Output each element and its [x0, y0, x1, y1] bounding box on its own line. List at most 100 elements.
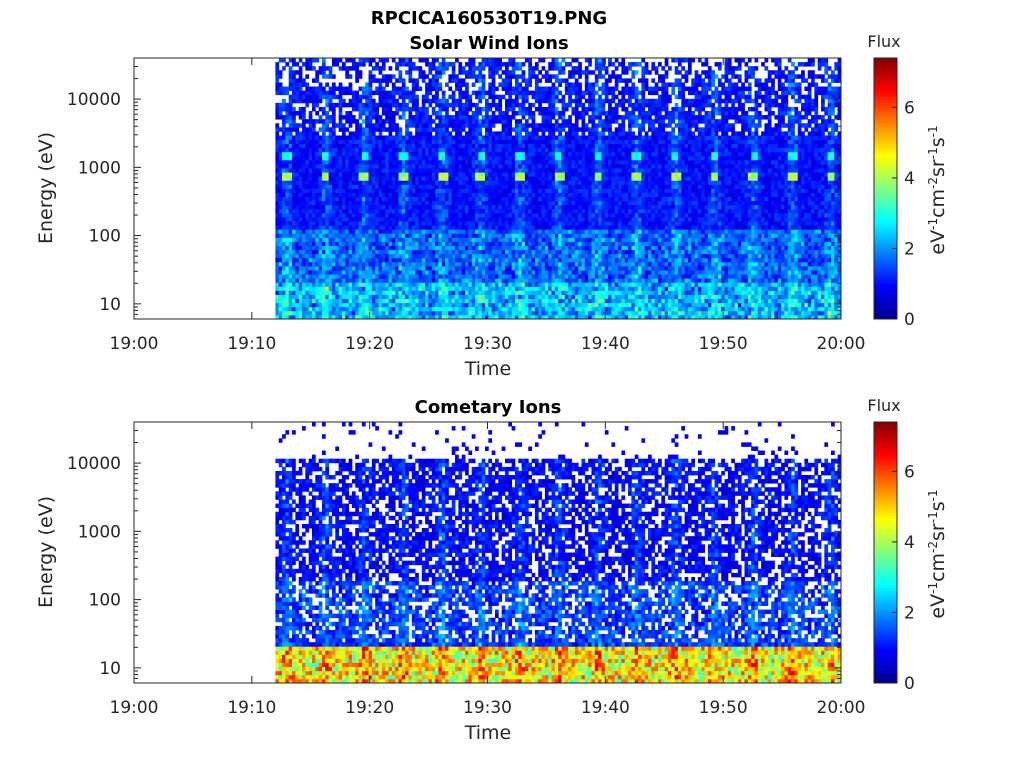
heatmap-cell — [478, 90, 483, 96]
heatmap-cell — [378, 261, 383, 267]
heatmap-cell — [435, 306, 439, 312]
heatmap-cell — [431, 212, 436, 218]
heatmap-cell — [508, 265, 513, 271]
heatmap-cell — [288, 233, 293, 238]
heatmap-cell — [518, 237, 523, 242]
heatmap-cell — [411, 278, 416, 283]
heatmap-cell — [501, 62, 506, 67]
heatmap-cell — [315, 310, 320, 316]
heatmap-cell — [395, 217, 399, 222]
heatmap-cell — [302, 168, 306, 173]
heatmap-cell — [338, 168, 343, 173]
heatmap-cell — [418, 164, 423, 169]
heatmap-cell — [295, 237, 300, 242]
heatmap-cell — [428, 98, 433, 104]
heatmap-cell — [355, 66, 359, 71]
heatmap-cell — [345, 249, 349, 255]
heatmap-cell — [408, 233, 413, 238]
heatmap-cell — [375, 200, 379, 206]
heatmap-cell — [305, 188, 310, 193]
heatmap-cell — [385, 106, 389, 112]
heatmap-cell — [318, 217, 323, 222]
heatmap-cell — [285, 188, 290, 193]
heatmap-cell — [351, 94, 356, 100]
heatmap-cell — [288, 270, 293, 275]
heatmap-cell — [418, 225, 423, 230]
heatmap-cell — [481, 106, 486, 112]
heatmap-cell — [548, 298, 552, 304]
heatmap-cell — [538, 286, 542, 291]
heatmap-cell — [411, 66, 416, 71]
heatmap-cell — [305, 265, 310, 271]
heatmap-cell — [418, 282, 423, 287]
heatmap-cell — [455, 310, 459, 316]
heatmap-cell — [318, 135, 323, 140]
heatmap-cell — [321, 164, 326, 169]
heatmap-cell — [351, 151, 356, 157]
heatmap-cell — [455, 115, 459, 120]
heatmap-cell — [398, 159, 403, 165]
heatmap-cell — [321, 290, 326, 295]
heatmap-cell — [401, 151, 406, 157]
heatmap-cell — [345, 180, 349, 185]
heatmap-cell — [544, 119, 549, 124]
heatmap-cell — [481, 221, 486, 226]
heatmap-cell — [315, 274, 320, 279]
heatmap-cell — [544, 159, 549, 165]
heatmap-cell — [331, 159, 336, 165]
heatmap-cell — [325, 237, 330, 242]
heatmap-cell — [292, 159, 296, 165]
heatmap-cell — [455, 123, 459, 128]
heatmap-cell — [292, 261, 296, 267]
heatmap-cell — [521, 196, 526, 202]
heatmap-cell — [321, 245, 326, 251]
figure-title: RPCICA160530T19.PNG — [371, 8, 607, 29]
heatmap-cell — [554, 306, 559, 312]
heatmap-cell — [282, 90, 286, 96]
heatmap-cell — [341, 278, 346, 283]
heatmap-cell — [358, 151, 363, 157]
heatmap-cell — [534, 302, 539, 308]
heatmap-cell — [421, 196, 426, 202]
heatmap-cell — [544, 233, 549, 238]
heatmap-cell — [518, 282, 523, 287]
heatmap-cell — [481, 274, 486, 279]
heatmap-cell — [385, 111, 389, 116]
heatmap-cell — [338, 188, 343, 193]
heatmap-cell — [431, 200, 436, 206]
heatmap-cell — [411, 208, 416, 214]
heatmap-cell — [508, 200, 513, 206]
heatmap-cell — [292, 176, 296, 181]
heatmap-cell — [328, 115, 333, 120]
heatmap-cell — [485, 168, 489, 173]
heatmap-cell — [504, 127, 509, 132]
heatmap-cell — [355, 98, 359, 104]
heatmap-cell — [312, 184, 316, 189]
heatmap-cell — [358, 278, 363, 283]
heatmap-cell — [441, 217, 446, 222]
heatmap-cell — [318, 188, 323, 193]
heatmap-cell — [302, 78, 306, 83]
heatmap-cell — [538, 180, 542, 185]
heatmap-cell — [355, 294, 359, 300]
heatmap-cell — [365, 237, 369, 242]
heatmap-cell — [508, 139, 513, 145]
heatmap-cell — [385, 233, 389, 238]
heatmap-cell — [335, 298, 340, 304]
heatmap-cell — [504, 310, 509, 316]
heatmap-cell — [378, 78, 383, 83]
heatmap-cell — [335, 249, 340, 255]
heatmap-cell — [554, 294, 559, 300]
heatmap-cell — [518, 310, 523, 316]
heatmap-cell — [305, 237, 310, 242]
heatmap-cell — [275, 184, 280, 189]
heatmap-cell — [325, 127, 330, 132]
heatmap-cell — [408, 261, 413, 267]
heatmap-cell — [361, 168, 366, 173]
heatmap-cell — [288, 123, 293, 128]
heatmap-cell — [325, 135, 330, 140]
heatmap-cell — [351, 90, 356, 96]
heatmap-cell — [435, 310, 439, 316]
heatmap-cell — [511, 249, 516, 255]
